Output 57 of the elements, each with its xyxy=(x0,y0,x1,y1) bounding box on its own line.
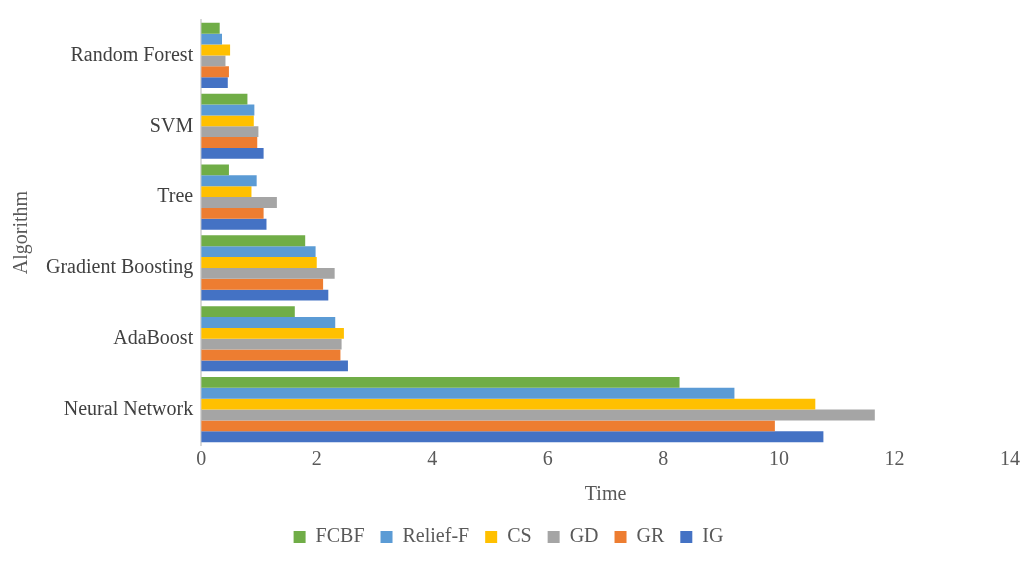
bar xyxy=(201,398,816,410)
y-tick-label: AdaBoost xyxy=(113,326,194,348)
bar xyxy=(201,267,335,279)
bar xyxy=(201,147,264,159)
y-tick-label: SVM xyxy=(149,113,194,136)
x-tick-label: 0 xyxy=(196,447,207,470)
bar xyxy=(201,93,248,105)
bar xyxy=(201,207,264,219)
x-tick-label: 6 xyxy=(542,447,553,470)
legend-label: IG xyxy=(702,524,724,547)
bar xyxy=(201,137,258,148)
bar xyxy=(201,257,317,268)
bar xyxy=(201,278,324,290)
y-axis-title: Algorithm xyxy=(9,190,33,275)
bar xyxy=(201,235,306,247)
legend-label: GD xyxy=(569,524,599,547)
bar xyxy=(201,289,329,301)
bar xyxy=(201,22,220,34)
legend-label: Relief-F xyxy=(402,524,470,547)
x-tick-label: 8 xyxy=(658,447,669,470)
y-tick-label: Tree xyxy=(157,184,194,207)
y-tick-label: Neural Network xyxy=(63,396,194,419)
bar xyxy=(201,175,257,187)
bar xyxy=(201,317,336,328)
bar xyxy=(201,377,680,388)
bar xyxy=(201,387,735,399)
bar xyxy=(201,218,267,230)
bar xyxy=(201,431,824,443)
legend-label: GR xyxy=(636,524,665,547)
bar xyxy=(201,420,775,432)
bar xyxy=(201,104,255,116)
bar xyxy=(201,164,229,176)
bar xyxy=(201,197,277,208)
bar xyxy=(201,246,316,258)
bar xyxy=(201,77,228,88)
bar xyxy=(201,327,344,339)
y-tick-label: Random Forest xyxy=(70,42,194,65)
x-tick-label: 12 xyxy=(884,447,905,470)
x-tick-label: 2 xyxy=(311,447,322,470)
bar xyxy=(201,186,252,198)
x-tick-label: 10 xyxy=(768,447,789,470)
bar xyxy=(201,409,875,421)
y-tick-label: Gradient Boosting xyxy=(45,255,194,279)
bar xyxy=(201,338,342,350)
bar xyxy=(201,66,229,78)
bar xyxy=(201,360,348,372)
bar xyxy=(201,33,223,45)
x-tick-label: 4 xyxy=(427,447,438,470)
legend-label: CS xyxy=(507,524,532,547)
x-axis-title: Time xyxy=(584,482,627,505)
bar xyxy=(201,349,341,361)
bar xyxy=(201,126,259,138)
bar xyxy=(201,115,254,127)
bar xyxy=(201,55,226,67)
legend-label: FCBF xyxy=(315,524,365,547)
x-tick-label: 14 xyxy=(1000,447,1020,470)
bar xyxy=(201,306,295,318)
